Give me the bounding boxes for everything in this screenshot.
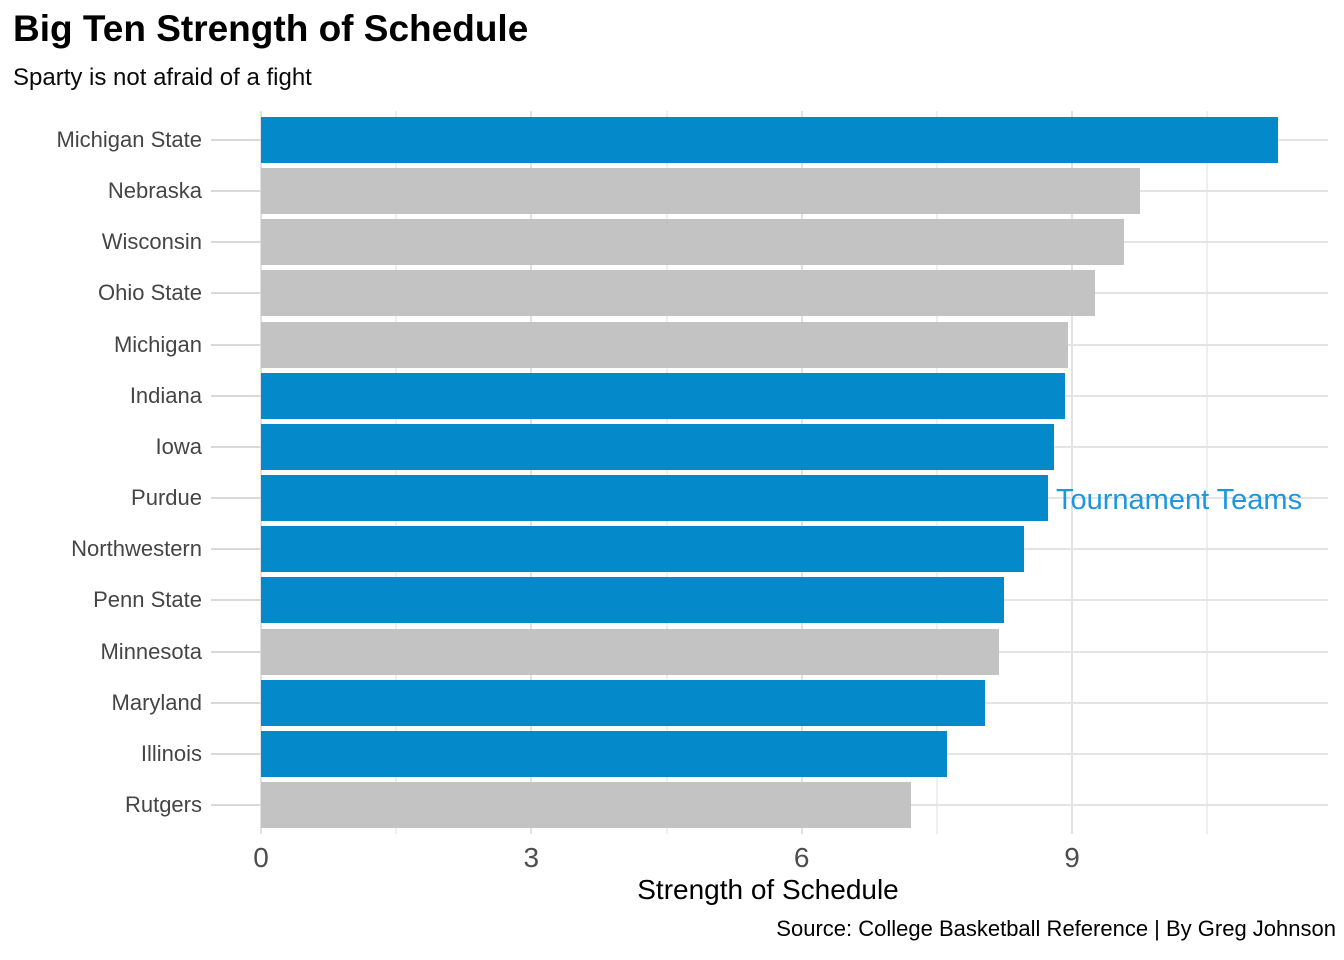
y-axis-label-minnesota: Minnesota	[100, 638, 202, 664]
chart-title: Big Ten Strength of Schedule	[13, 8, 529, 49]
v-gridline-major	[1071, 111, 1074, 834]
y-axis-tick	[211, 394, 261, 397]
y-axis-tick	[211, 650, 261, 653]
y-axis-label-michigan: Michigan	[113, 331, 202, 357]
y-axis-label-iowa: Iowa	[155, 433, 202, 459]
v-gridline-minor	[935, 111, 938, 834]
y-axis-tick	[211, 190, 261, 193]
y-axis-label-nebraska: Nebraska	[107, 178, 202, 204]
bar-northwestern	[261, 526, 1025, 573]
y-axis-tick	[211, 292, 261, 295]
bar-penn-state	[261, 577, 1005, 624]
y-axis-tick	[211, 139, 261, 141]
y-axis-label-wisconsin: Wisconsin	[101, 229, 202, 255]
v-gridline-minor	[1206, 111, 1209, 834]
bar-ohio-state	[261, 270, 1095, 317]
bar-minnesota	[261, 628, 1000, 675]
y-axis-label-michigan-state: Michigan State	[56, 127, 202, 152]
y-axis-tick	[211, 497, 261, 500]
x-axis-tick-label: 9	[1064, 842, 1080, 873]
v-gridline-minor	[395, 111, 398, 834]
bar-indiana	[261, 372, 1065, 419]
y-axis-tick	[211, 343, 261, 346]
y-axis-label-illinois: Illinois	[140, 740, 202, 766]
y-axis-tick	[211, 803, 261, 806]
y-axis-tick	[211, 752, 261, 755]
y-axis-label-ohio-state: Ohio State	[98, 280, 202, 306]
y-axis-label-purdue: Purdue	[131, 485, 202, 511]
v-gridline-major	[800, 111, 803, 834]
bar-michigan	[261, 321, 1069, 368]
source-caption: Source: College Basketball Reference | B…	[776, 916, 1336, 941]
annotation-tournament-teams: Tournament Teams	[1056, 484, 1303, 516]
y-axis-label-rutgers: Rutgers	[124, 791, 202, 817]
x-axis-tick-label: 3	[523, 842, 540, 873]
bar-purdue	[261, 475, 1048, 522]
v-gridline-major	[530, 111, 533, 834]
v-gridline-major	[260, 111, 262, 834]
plot-panel	[260, 111, 1328, 834]
v-gridline-minor	[665, 111, 668, 834]
chart-subtitle: Sparty is not afraid of a fight	[13, 64, 312, 91]
y-axis-label-northwestern: Northwestern	[71, 536, 202, 562]
y-axis-tick	[211, 445, 261, 448]
bar-rutgers	[261, 781, 911, 828]
y-axis-tick	[211, 701, 261, 704]
y-axis-tick	[211, 599, 261, 602]
x-axis-title: Strength of Schedule	[637, 874, 899, 905]
y-axis-tick	[211, 548, 261, 551]
bar-illinois	[261, 730, 947, 777]
y-axis-label-maryland: Maryland	[111, 689, 202, 715]
bar-wisconsin	[261, 219, 1125, 266]
x-axis-tick-label: 0	[253, 842, 269, 873]
bar-maryland	[261, 679, 985, 726]
y-axis-tick	[211, 241, 261, 244]
bar-iowa	[261, 423, 1055, 470]
y-axis-label-indiana: Indiana	[129, 382, 202, 408]
bar-nebraska	[261, 168, 1140, 215]
x-axis-tick-label: 6	[793, 842, 810, 873]
bar-michigan-state	[261, 117, 1279, 163]
y-axis-label-penn-state: Penn State	[93, 587, 202, 613]
